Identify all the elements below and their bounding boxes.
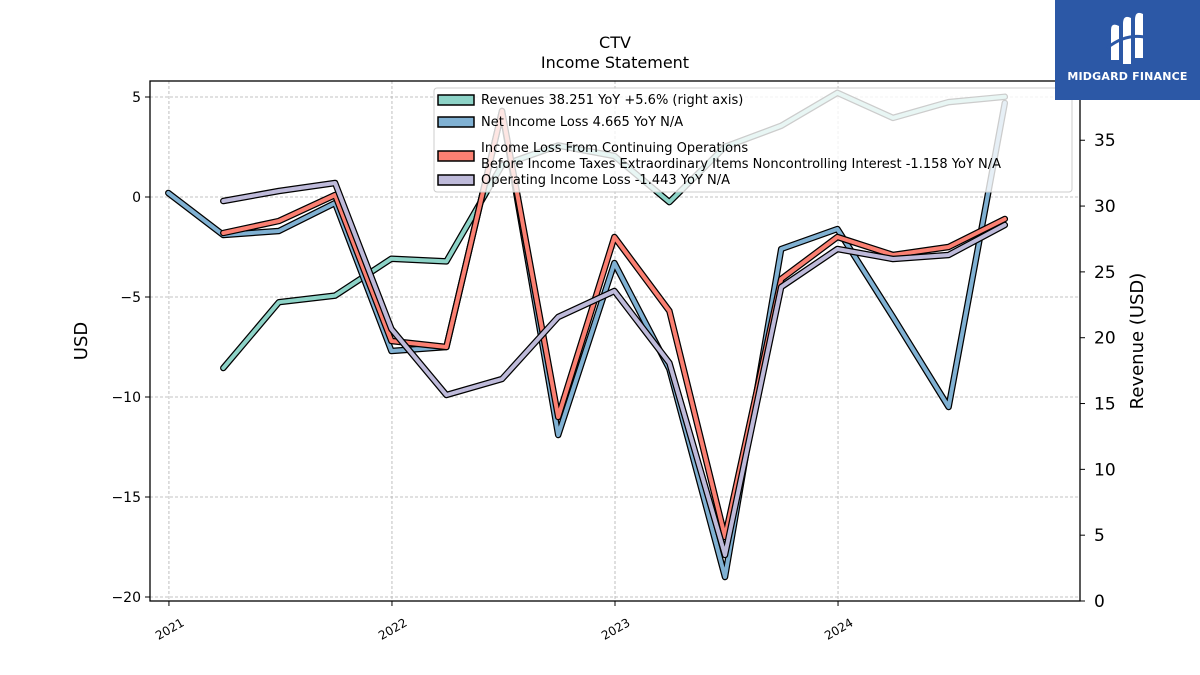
y-tick-label: −15	[111, 490, 141, 506]
y-right-tick-label: 35	[1094, 131, 1116, 151]
legend-swatch-income_before_taxes	[437, 150, 475, 162]
brand-mark-icon	[1106, 12, 1150, 64]
y-axis-label: USD	[71, 322, 92, 360]
y-right-tick-label: 20	[1094, 329, 1116, 349]
series-income_before_taxes	[220, 107, 1009, 541]
legend-swatch-net_income	[437, 116, 475, 128]
y-tick-label: −20	[111, 590, 141, 606]
y-tick-label: 5	[132, 90, 141, 106]
y-right-tick-label: 15	[1094, 395, 1116, 415]
chart-title: CTV	[599, 33, 631, 52]
series-operating_income	[220, 179, 1009, 559]
legend-label-net_income: Net Income Loss 4.665 YoY N/A	[481, 115, 683, 130]
chart-subtitle: Income Statement	[541, 53, 689, 72]
x-tick-label: 2022	[376, 615, 409, 642]
legend-box	[433, 87, 1073, 193]
y-axis-right-label: Revenue (USD)	[1127, 273, 1148, 410]
y-right-tick-label: 5	[1094, 526, 1105, 546]
x-tick-label: 2021	[153, 615, 186, 642]
y-right-tick-label: 30	[1094, 197, 1116, 217]
series-operating_income-line	[221, 181, 1007, 557]
y-tick-label: −5	[120, 290, 141, 306]
legend-label-income_before_taxes: Income Loss From Continuing Operations	[481, 141, 748, 156]
y-right-tick-label: 0	[1094, 592, 1105, 612]
legend-swatch-revenues	[437, 94, 475, 106]
x-tick-label: 2023	[599, 615, 632, 642]
axes: 5 0 −5 −10 −15 −20 0 5 10 15 20 25 30 35 2021 2022 2023 2…	[111, 90, 1115, 643]
legend-label-income_before_taxes: Before Income Taxes Extraordinary Items …	[481, 157, 1001, 172]
legend-label-operating_income: Operating Income Loss -1.443 YoY N/A	[481, 173, 730, 188]
legend: Revenues 38.251 YoY +5.6% (right axis) Ne…	[433, 87, 1073, 193]
x-tick-label: 2024	[822, 615, 855, 642]
legend-label-revenues: Revenues 38.251 YoY +5.6% (right axis)	[481, 93, 743, 108]
y-right-tick-label: 25	[1094, 263, 1116, 283]
brand-name: MIDGARD FINANCE	[1067, 70, 1188, 83]
legend-swatch-operating_income	[437, 174, 475, 186]
y-tick-label: 0	[132, 190, 141, 206]
series-net_income-line	[166, 101, 1007, 579]
series-income_before_taxes-line	[221, 109, 1007, 539]
y-tick-label: −10	[111, 390, 141, 406]
brand-logo: MIDGARD FINANCE	[1055, 0, 1200, 100]
y-right-tick-label: 10	[1094, 460, 1116, 480]
series-net_income	[165, 99, 1009, 581]
